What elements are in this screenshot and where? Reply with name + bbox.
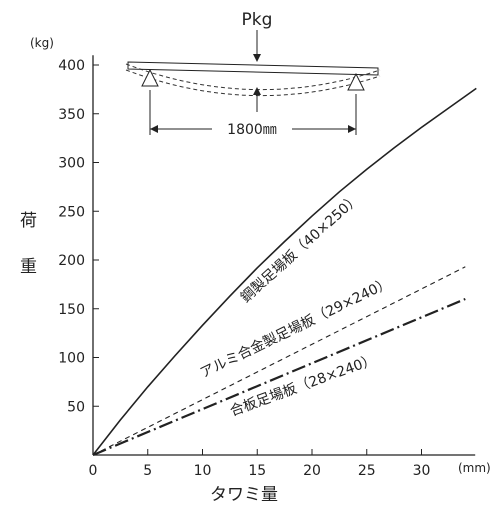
span-arrow-right <box>348 125 356 133</box>
beam-diagram: Pkg 1800㎜ <box>125 10 381 138</box>
support-left <box>141 68 159 87</box>
x-tick-label: 5 <box>143 463 152 479</box>
y-axis-label-char-2: 重 <box>20 257 37 277</box>
y-tick-label: 50 <box>67 399 85 415</box>
load-label: Pkg <box>242 10 273 30</box>
deflected-curve-1 <box>125 63 381 91</box>
series-label-3: 合板足場板（28×240） <box>228 352 378 420</box>
y-tick-label: 400 <box>58 58 85 74</box>
series-line-3 <box>92 297 466 457</box>
x-unit: (mm) <box>458 461 490 475</box>
x-axis-label: タワミ量 <box>210 485 278 505</box>
load-arrow-head <box>253 54 261 62</box>
y-tick-label: 200 <box>58 253 85 269</box>
y-tick-label: 250 <box>58 204 85 220</box>
axes <box>92 55 476 456</box>
y-tick-label: 150 <box>58 302 85 318</box>
deflection-arrow-head <box>253 87 261 95</box>
x-tick-label: 30 <box>413 463 431 479</box>
support-right <box>347 72 365 91</box>
x-tick-label: 0 <box>89 463 98 479</box>
series-lines <box>92 87 477 457</box>
span-label: 1800㎜ <box>227 122 277 138</box>
x-tick-label: 25 <box>358 463 376 479</box>
ticks: 0 5 10 15 20 25 30 50 100 150 200 250 300 350 400 <box>58 58 430 479</box>
series-line-2 <box>92 266 466 456</box>
series-line-1 <box>92 87 477 456</box>
x-tick-label: 20 <box>303 463 321 479</box>
deflected-curve-2 <box>125 69 381 97</box>
y-unit: (kg) <box>30 36 54 50</box>
y-tick-label: 100 <box>58 351 85 367</box>
y-tick-label: 350 <box>58 107 85 123</box>
span-arrow-left <box>150 125 158 133</box>
y-axis-label-char-1: 荷 <box>20 211 37 231</box>
x-tick-label: 15 <box>248 463 266 479</box>
x-tick-label: 10 <box>194 463 212 479</box>
series-labels: 鋼製足場板（40×250）アルミ合金製足場板（29×240）合板足場板（28×2… <box>198 191 394 420</box>
y-tick-label: 300 <box>58 156 85 172</box>
series-label-1: 鋼製足場板（40×250） <box>238 191 363 306</box>
beam-plank <box>127 61 379 76</box>
